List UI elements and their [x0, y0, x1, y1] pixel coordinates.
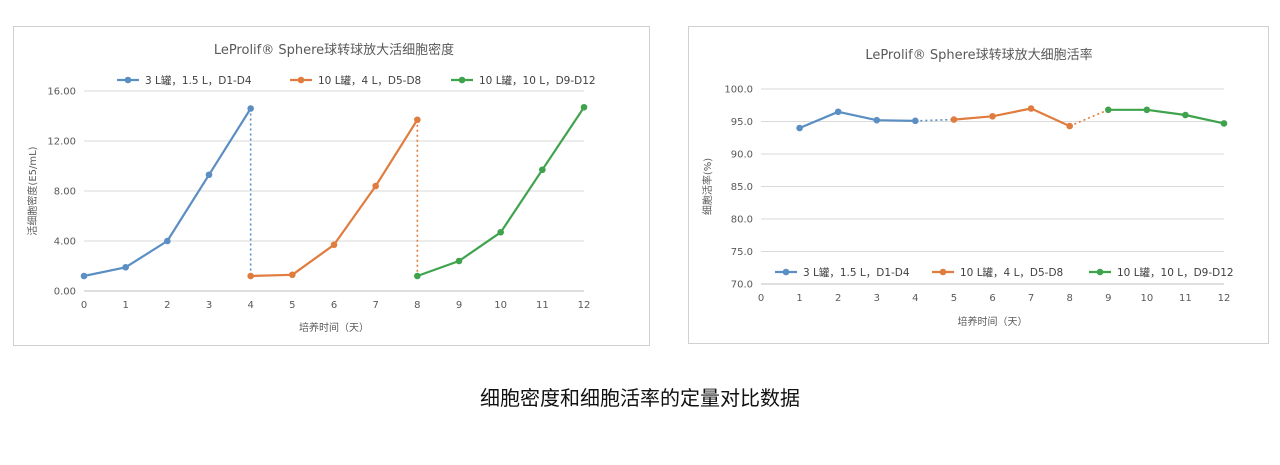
x-tick-label: 11	[1179, 293, 1192, 304]
x-tick-label: 5	[289, 300, 295, 311]
data-point	[289, 271, 296, 279]
data-point	[950, 116, 958, 123]
data-point	[1066, 122, 1073, 130]
x-tick-label: 0	[81, 300, 87, 311]
data-point	[1143, 106, 1151, 114]
data-point	[1027, 105, 1035, 112]
x-tick-label: 8	[1066, 293, 1072, 304]
y-tick-label: 95.0	[731, 117, 753, 128]
x-tick-label: 10	[1140, 293, 1153, 304]
x-tick-label: 4	[247, 300, 253, 311]
data-point	[122, 263, 129, 271]
legend-entry: 10 L罐，10 L，D9-D12	[479, 74, 596, 87]
x-tick-label: 7	[1028, 293, 1034, 304]
legend-swatch-marker	[297, 76, 305, 84]
x-axis-label: 培养时间（天）	[299, 321, 369, 334]
transfer-connector	[915, 118, 954, 122]
y-tick-label: 8.00	[54, 187, 76, 198]
series-line	[250, 119, 419, 278]
x-tick-label: 6	[331, 300, 337, 311]
data-point	[80, 272, 88, 280]
data-point	[205, 171, 213, 179]
legend-swatch-marker	[124, 76, 132, 84]
data-point	[455, 257, 463, 265]
x-tick-label: 1	[796, 293, 802, 304]
x-tick-label: 0	[758, 293, 764, 304]
data-point	[330, 241, 338, 249]
y-axis-label: 活细胞密度(E5/mL)	[26, 146, 39, 235]
data-point	[539, 166, 546, 174]
chart-title: LeProlif® Sphere球转球放大细胞活率	[865, 47, 1092, 63]
data-point	[497, 228, 504, 236]
y-tick-label: 85.0	[731, 182, 753, 193]
legend-swatch-marker	[782, 268, 790, 276]
density-chart: LeProlif® Sphere球转球放大活细胞密度0.004.008.0012…	[26, 42, 596, 334]
x-tick-label: 12	[1218, 293, 1231, 304]
density-chart-panel: LeProlif® Sphere球转球放大活细胞密度 0.00 4.00 8.00 12…	[13, 26, 650, 346]
y-tick-label: 0.00	[54, 287, 76, 298]
x-tick-label: 12	[578, 300, 591, 311]
viability-chart: LeProlif® Sphere球转球放大细胞活率 70.0 75.0 80.0 85.…	[701, 47, 1234, 328]
x-tick-label: 8	[414, 300, 420, 311]
data-point	[164, 237, 171, 245]
x-tick-label: 9	[456, 300, 462, 311]
x-tick-label: 5	[951, 293, 957, 304]
legend-entry: 10 L罐，4 L，D5-D8	[318, 74, 421, 87]
data-point	[372, 182, 379, 190]
data-point	[1220, 120, 1228, 127]
y-tick-label: 90.0	[731, 150, 753, 161]
data-point	[414, 272, 421, 280]
chart-title: LeProlif® Sphere球转球放大活细胞密度	[214, 42, 454, 58]
y-tick-label: 4.00	[54, 237, 76, 248]
legend-swatch-marker	[1096, 268, 1104, 276]
x-tick-label: 1	[122, 300, 128, 311]
legend-swatch-marker	[458, 76, 466, 84]
data-point	[989, 113, 996, 120]
data-point	[580, 103, 588, 111]
y-axis-label: 细胞活率(%)	[701, 158, 714, 215]
legend-entry: 10 L罐，10 L，D9-D12	[1117, 266, 1234, 279]
y-tick-label: 12.00	[47, 137, 76, 148]
x-tick-label: 2	[835, 293, 841, 304]
y-tick-label: 75.0	[731, 247, 753, 258]
figure-caption: 细胞密度和细胞活率的定量对比数据	[480, 386, 800, 410]
series-line	[799, 110, 916, 130]
viability-chart-panel: LeProlif® Sphere球转球放大细胞活率 70.0 75.0 80.0 85.…	[688, 26, 1269, 344]
data-point	[247, 272, 254, 280]
x-tick-label: 3	[206, 300, 212, 311]
legend-entry: 3 L罐，1.5 L，D1-D4	[145, 74, 252, 87]
x-tick-label: 11	[536, 300, 549, 311]
x-tick-label: 6	[989, 293, 995, 304]
y-tick-label: 70.0	[731, 280, 753, 291]
x-tick-label: 3	[874, 293, 880, 304]
data-point	[912, 117, 919, 125]
data-point	[873, 116, 881, 124]
y-tick-label: 16.00	[47, 87, 76, 98]
legend-entry: 3 L罐，1.5 L，D1-D4	[803, 266, 910, 279]
x-axis-label: 培养时间（天）	[958, 315, 1028, 328]
data-point	[1182, 111, 1189, 119]
series-line	[953, 107, 1071, 128]
series-line	[83, 107, 252, 278]
series-line	[416, 106, 585, 278]
data-point	[247, 105, 254, 112]
legend-swatch-marker	[939, 268, 947, 276]
x-tick-label: 7	[372, 300, 378, 311]
y-tick-label: 80.0	[731, 215, 753, 226]
x-tick-label: 10	[494, 300, 507, 311]
x-tick-label: 9	[1105, 293, 1111, 304]
legend-entry: 10 L罐，4 L，D5-D8	[960, 266, 1063, 279]
series-line	[1108, 108, 1225, 125]
data-point	[414, 116, 421, 124]
x-tick-label: 4	[912, 293, 918, 304]
data-point	[796, 124, 803, 132]
y-tick-label: 100.0	[724, 85, 753, 96]
transfer-connector	[1069, 109, 1109, 127]
x-tick-label: 2	[164, 300, 170, 311]
data-point	[834, 108, 842, 116]
data-point	[1104, 106, 1112, 114]
